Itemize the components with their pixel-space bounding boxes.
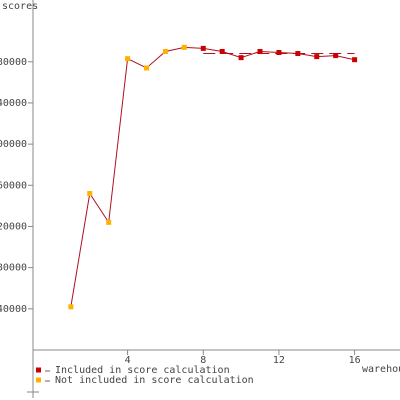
x-tick-label: 4 <box>125 355 131 366</box>
y-tick-label: 160000 <box>0 180 27 191</box>
y-tick-label: 240000 <box>0 98 27 109</box>
point <box>181 44 187 50</box>
point <box>333 53 339 59</box>
x-tick-label: 8 <box>200 355 206 366</box>
y-tick-label: 80000 <box>0 263 27 274</box>
point <box>87 191 93 197</box>
y-tick-label: 40000 <box>0 304 27 315</box>
point <box>106 219 112 225</box>
score-line <box>70 46 355 307</box>
point <box>352 57 358 63</box>
y-tick-label: 280000 <box>0 57 27 68</box>
point <box>200 45 206 51</box>
y-tick-label: 120000 <box>0 221 27 232</box>
legend-swatch <box>36 377 41 383</box>
point <box>314 54 320 60</box>
point <box>144 65 150 71</box>
y-tick-label: 200000 <box>0 139 27 150</box>
point <box>162 48 168 54</box>
point <box>125 56 131 62</box>
point <box>295 51 301 57</box>
legend-swatch <box>36 367 41 373</box>
point <box>219 48 225 54</box>
point <box>276 50 282 55</box>
legend-label: Included in score calculation <box>55 365 230 376</box>
x-tick-label: 16 <box>349 355 361 366</box>
legend-label: Not included in score calculation <box>55 375 254 386</box>
point <box>68 304 74 310</box>
y-axis-label: scores <box>2 1 38 12</box>
point <box>257 48 263 54</box>
x-axis-label: warehouses <box>362 364 400 375</box>
point <box>238 55 244 61</box>
x-tick-label: 12 <box>273 355 285 366</box>
